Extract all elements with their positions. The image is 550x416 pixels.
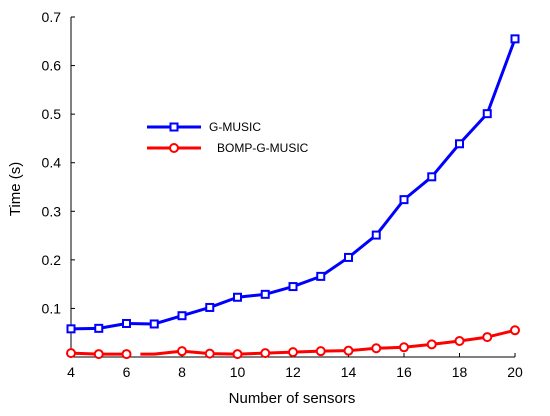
legend-marker <box>169 143 179 153</box>
y-tick-label: 0.1 <box>42 300 62 316</box>
data-point <box>177 346 187 357</box>
series-g-music <box>66 34 520 334</box>
data-point <box>122 318 131 328</box>
x-tick-label: 18 <box>452 364 468 380</box>
data-point <box>260 289 270 299</box>
legend-item: G-MUSIC <box>147 120 261 134</box>
x-axis-title: Number of sensors <box>229 390 356 407</box>
data-point <box>66 324 76 334</box>
data-point <box>316 271 326 281</box>
data-point <box>426 339 437 350</box>
series-bomp-g-music <box>66 325 520 360</box>
series-layer <box>66 34 520 360</box>
legend: G-MUSIC BOMP-G-MUSIC <box>147 120 309 155</box>
x-tick-label: 14 <box>341 364 357 380</box>
data-point <box>344 252 353 262</box>
data-point <box>177 311 187 321</box>
data-point <box>455 139 464 149</box>
data-point <box>288 282 298 292</box>
data-point <box>343 345 354 356</box>
legend-label: BOMP-G-MUSIC <box>217 141 309 155</box>
y-tick-label: 0.7 <box>42 9 62 25</box>
data-point <box>233 292 242 302</box>
data-point <box>204 348 215 359</box>
data-point <box>66 348 76 359</box>
x-tick-label: 4 <box>67 364 75 380</box>
data-point <box>399 342 409 353</box>
x-tick-label: 10 <box>230 364 246 380</box>
y-tick-label: 0.3 <box>42 203 62 219</box>
data-point <box>427 172 437 182</box>
tick-marks: 4 6 8 10 12 14 16 18 20 0.1 0.2 0.3 0.4 0.5 0.6 0.7 <box>42 9 523 380</box>
data-point <box>288 347 298 358</box>
data-point <box>371 343 382 354</box>
data-point <box>121 349 132 360</box>
x-tick-label: 16 <box>396 364 412 380</box>
data-point <box>260 348 271 359</box>
x-tick-label: 12 <box>285 364 301 380</box>
y-tick-label: 0.2 <box>42 252 62 268</box>
x-tick-label: 20 <box>507 364 523 380</box>
data-point <box>482 332 493 343</box>
y-tick-label: 0.5 <box>42 106 62 122</box>
y-axis-title: Time (s) <box>7 162 24 216</box>
x-tick-label: 8 <box>178 364 186 380</box>
data-point <box>315 346 326 357</box>
data-point <box>371 230 381 240</box>
data-point <box>510 325 520 336</box>
y-tick-label: 0.4 <box>42 155 62 171</box>
legend-label: G-MUSIC <box>209 120 261 134</box>
data-point <box>94 323 104 333</box>
data-point <box>149 319 159 329</box>
legend-item: BOMP-G-MUSIC <box>147 141 309 155</box>
data-point <box>510 34 520 44</box>
data-point <box>454 335 465 346</box>
data-point <box>205 302 215 312</box>
axes <box>70 17 515 358</box>
data-point <box>93 349 104 360</box>
legend-marker <box>169 122 179 132</box>
data-point <box>482 109 492 119</box>
x-tick-label: 6 <box>123 364 131 380</box>
data-point <box>232 349 243 360</box>
y-tick-label: 0.6 <box>42 58 62 74</box>
data-point <box>399 195 409 205</box>
